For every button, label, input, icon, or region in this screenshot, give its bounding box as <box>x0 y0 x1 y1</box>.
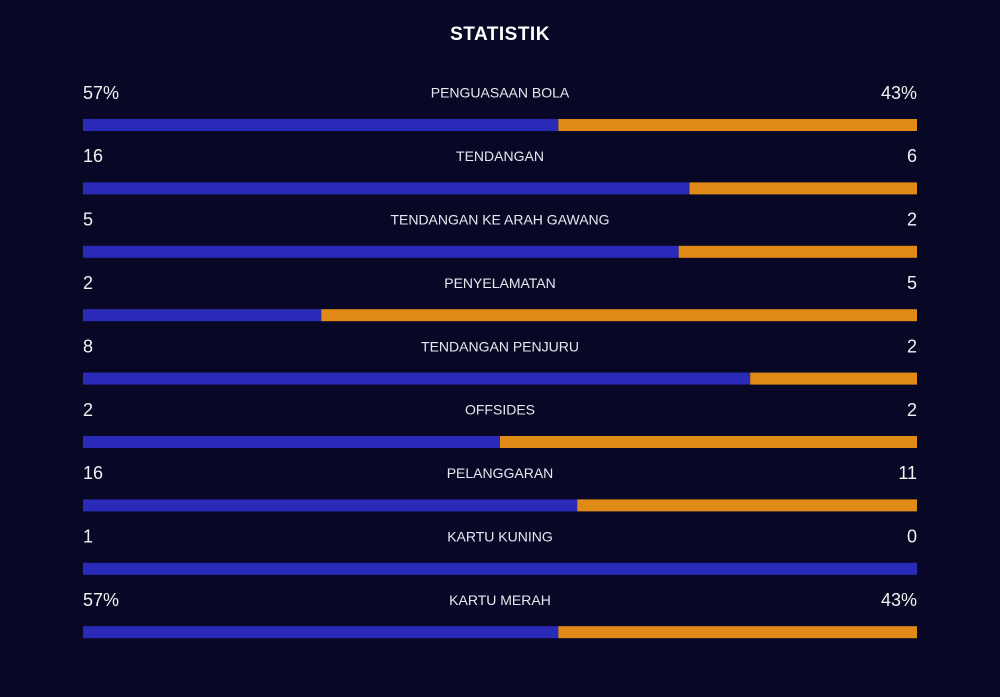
away-bar <box>321 309 917 322</box>
away-value: 2 <box>907 210 917 230</box>
home-value: 5 <box>83 210 93 230</box>
home-bar <box>83 119 559 131</box>
away-value: 11 <box>898 463 917 483</box>
away-value: 2 <box>907 400 917 420</box>
stat-label: TENDANGAN <box>456 148 544 164</box>
away-bar <box>558 119 917 131</box>
away-bar <box>750 372 917 385</box>
away-value: 43% <box>881 590 917 610</box>
stat-label: OFFSIDES <box>465 402 535 418</box>
home-value: 2 <box>83 400 93 420</box>
home-value: 1 <box>83 527 93 547</box>
stat-label: PENYELAMATAN <box>444 275 556 291</box>
stat-label: PENGUASAAN BOLA <box>431 85 570 101</box>
home-value: 16 <box>83 463 103 483</box>
away-bar <box>577 499 917 512</box>
stat-label: KARTU MERAH <box>449 592 551 608</box>
home-bar <box>83 562 917 575</box>
home-bar <box>83 245 679 258</box>
away-value: 6 <box>907 146 917 166</box>
away-bar <box>689 182 917 195</box>
stat-label: PELANGGARAN <box>447 465 554 481</box>
home-value: 2 <box>83 273 93 293</box>
home-bar <box>83 499 578 512</box>
away-bar <box>500 436 917 448</box>
home-value: 16 <box>83 146 103 166</box>
away-value: 0 <box>907 527 917 547</box>
home-value: 57% <box>83 83 119 103</box>
home-bar <box>83 626 559 639</box>
away-value: 2 <box>907 336 917 356</box>
away-value: 5 <box>907 273 917 293</box>
home-bar <box>83 309 322 322</box>
away-value: 43% <box>881 83 917 103</box>
home-value: 57% <box>83 590 119 610</box>
away-bar <box>558 626 917 639</box>
home-bar <box>83 436 500 448</box>
stat-label: TENDANGAN PENJURU <box>421 338 579 354</box>
stat-label: KARTU KUNING <box>447 529 553 545</box>
home-bar <box>83 372 751 385</box>
away-bar <box>678 245 917 258</box>
title: STATISTIK <box>450 24 550 45</box>
stat-label: TENDANGAN KE ARAH GAWANG <box>390 212 609 228</box>
home-value: 8 <box>83 336 93 356</box>
home-bar <box>83 182 690 195</box>
